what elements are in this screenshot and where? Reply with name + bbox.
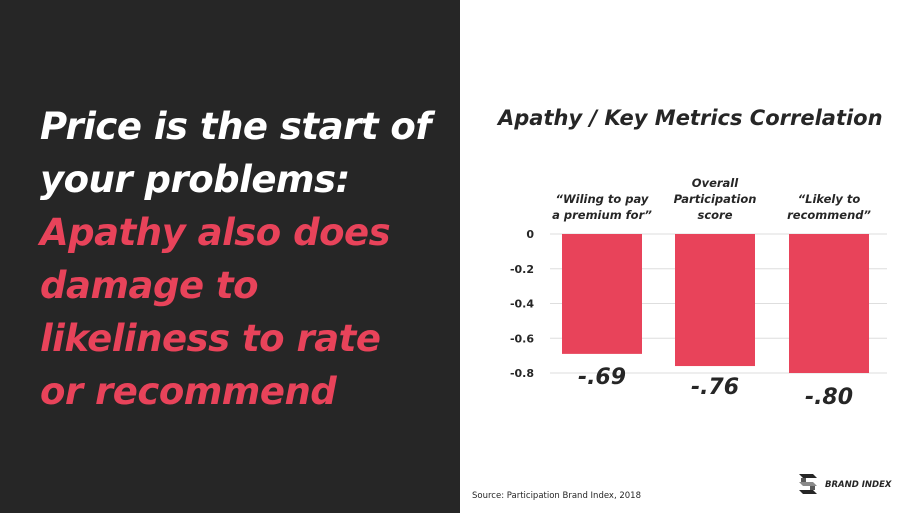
bar-value-label: -.69	[578, 365, 626, 390]
y-tick-label: -0.4	[510, 298, 534, 311]
headline-accent-line: Apathy also does	[40, 211, 391, 254]
category-label: “Likely to	[798, 192, 861, 206]
bar-value-label: -.80	[805, 385, 853, 410]
headline-accent-line: damage to	[40, 264, 259, 307]
chart-title: Apathy / Key Metrics Correlation	[498, 106, 883, 130]
category-label: Participation	[674, 192, 757, 206]
headline-accent-line: likeliness to rate	[40, 317, 381, 360]
category-label: Overall	[692, 176, 739, 190]
headline-accent-line: or recommend	[40, 370, 337, 413]
category-label: recommend”	[787, 208, 871, 222]
category-label: a premium for”	[552, 208, 652, 222]
headline-line: your problems:	[40, 158, 350, 201]
category-label: “Wiling to pay	[556, 192, 649, 206]
headline-line: Price is the start of	[40, 105, 431, 148]
bar-chart: 0 -0.2 -0.4 -0.6 -0.8 -.69 “Wiling to pay a pre…	[510, 176, 887, 410]
y-tick-label: -0.6	[510, 332, 534, 345]
y-tick-label: -0.2	[510, 263, 534, 276]
brand-index-logo-icon	[799, 474, 817, 494]
bar	[789, 234, 869, 373]
headline: Price is the start of your problems: Apa…	[40, 100, 455, 418]
left-panel: Price is the start of your problems: Apa…	[0, 0, 460, 513]
brand-name: BRAND INDEX	[825, 480, 892, 490]
source-note: Source: Participation Brand Index, 2018	[472, 491, 641, 501]
bar-value-label: -.76	[691, 375, 739, 400]
bar	[675, 234, 755, 367]
category-label: score	[697, 208, 732, 222]
y-tick-label: 0	[526, 228, 534, 241]
y-tick-label: -0.8	[510, 367, 534, 380]
bar	[562, 234, 642, 354]
brand-logo: BRAND INDEX	[797, 472, 891, 498]
right-panel: Apathy / Key Metrics Correlation 0 -0.2 -0…	[460, 0, 920, 513]
